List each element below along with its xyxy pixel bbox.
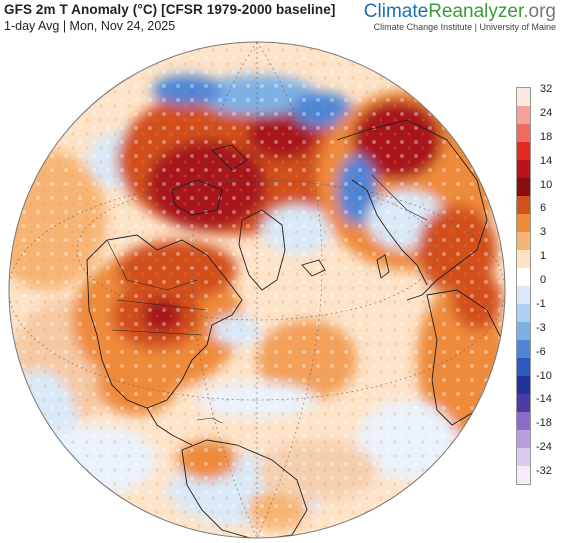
colorbar-swatch (517, 412, 530, 430)
colorbar-tick-label: -24 (536, 441, 552, 454)
colorbar-tick-label: 3 (540, 226, 547, 239)
colorbar-swatch (517, 268, 530, 286)
colorbar-tick-label: -3 (536, 321, 546, 334)
colorbar-tick-label: 0 (540, 274, 547, 286)
anomaly-globe-map (8, 41, 506, 539)
colorbar-swatch (517, 232, 530, 250)
colorbar-tick-label: -32 (536, 465, 552, 477)
colorbar-swatch (517, 358, 530, 376)
brand-credit: Climate Change Institute | University of… (373, 22, 556, 32)
colorbar-tick-label: 1 (540, 250, 547, 263)
anomaly-texture (9, 42, 505, 538)
colorbar-tick-label: -14 (536, 393, 552, 406)
map-title: GFS 2m T Anomaly (°C) [CFSR 1979-2000 ba… (4, 2, 336, 17)
colorbar-swatch (517, 340, 530, 358)
brand-part-org: .org (523, 1, 556, 22)
colorbar-swatch (517, 124, 530, 142)
brand-part-reanalyzer: Reanalyzer (428, 1, 524, 22)
colorbar-swatch (517, 322, 530, 340)
colorbar-swatch (517, 214, 530, 232)
globe-outline (8, 41, 506, 539)
colorbar-swatch (517, 394, 530, 412)
colorbar-tick-label: 32 (540, 83, 553, 95)
colorbar-swatch (517, 196, 530, 214)
colorbar-tick-label: -10 (536, 369, 552, 382)
colorbar-tick-label: -18 (536, 417, 552, 430)
colorbar-tick-label: -1 (536, 297, 546, 310)
colorbar-tick-label: -6 (536, 345, 546, 358)
colorbar-swatch (517, 142, 530, 160)
colorbar-tick-label: 24 (540, 106, 553, 119)
colorbar-swatch (517, 466, 530, 484)
colorbar-swatch (517, 250, 530, 268)
colorbar-swatch (517, 160, 530, 178)
colorbar-tick-label: 14 (540, 154, 553, 167)
colorbar-swatch (517, 88, 530, 106)
colorbar-swatch (517, 376, 530, 394)
colorbar-swatch (517, 178, 530, 196)
colorbar-tick-label: 18 (540, 130, 553, 143)
colorbar (516, 87, 531, 485)
colorbar-tick-label: 10 (540, 178, 553, 191)
colorbar-tick-label: 6 (540, 202, 547, 215)
colorbar-swatch (517, 286, 530, 304)
colorbar-swatch (517, 304, 530, 322)
brand-logo[interactable]: ClimateReanalyzer.org (364, 1, 556, 23)
colorbar-swatch (517, 448, 530, 466)
brand-part-climate: Climate (363, 1, 429, 22)
colorbar-swatch (517, 430, 530, 448)
colorbar-swatch (517, 106, 530, 124)
map-subtitle: 1-day Avg | Mon, Nov 24, 2025 (4, 19, 176, 33)
